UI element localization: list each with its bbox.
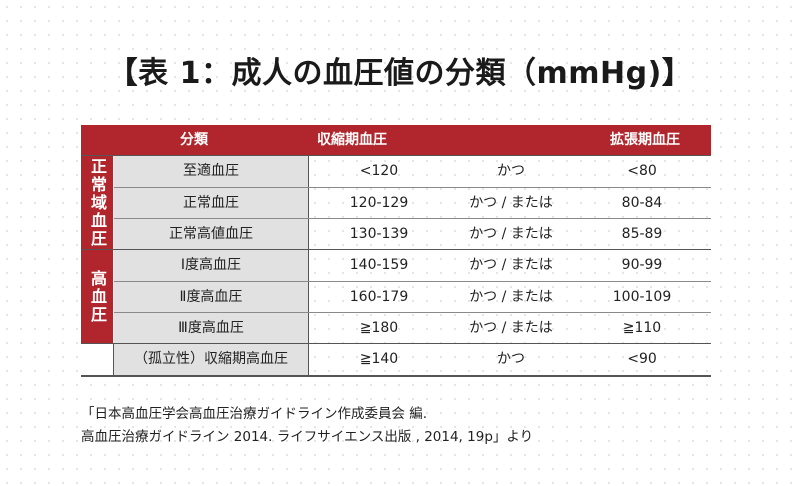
- table-row: Ⅲ度高血圧 ≧180 かつ / または ≧110: [114, 312, 711, 343]
- header-category: 分類: [180, 132, 208, 148]
- table-row: 正常血圧 120-129 かつ / または 80-84: [114, 187, 711, 218]
- diastolic-cell: <80: [627, 163, 657, 179]
- category-cell: 正常高値血圧: [114, 219, 309, 249]
- category-cell: 至適血圧: [114, 156, 309, 187]
- condition-cell: かつ / または: [469, 257, 553, 273]
- source-line-1: 「日本高血圧学会高血圧治療ガイドライン作成委員会 編.: [81, 406, 428, 422]
- condition-cell: かつ / または: [469, 195, 553, 211]
- header-systolic: 収縮期血圧: [317, 132, 387, 148]
- diastolic-cell: 90-99: [621, 257, 663, 273]
- group-hypertension: 高血圧 Ⅰ度高血圧 140-159 かつ / または 90-99 Ⅱ度高血圧 1…: [81, 250, 711, 344]
- page-title: 【表 1：成人の血圧値の分類（mmHg)】: [107, 56, 693, 91]
- category-cell: （孤立性）収縮期高血圧: [114, 344, 309, 375]
- category-cell: 正常血圧: [114, 188, 309, 218]
- diastolic-cell: <90: [627, 351, 657, 367]
- systolic-cell: <120: [359, 163, 399, 179]
- table-row: Ⅱ度高血圧 160-179 かつ / または 100-109: [114, 281, 711, 312]
- condition-cell: かつ: [497, 351, 525, 367]
- group-isolated-systolic: （孤立性）収縮期高血圧 ≧140 かつ <90: [81, 344, 711, 377]
- systolic-cell: 140-159: [349, 257, 409, 273]
- systolic-cell: 120-129: [349, 195, 409, 211]
- table-row: 至適血圧 <120 かつ <80: [114, 156, 711, 187]
- category-cell: Ⅲ度高血圧: [114, 313, 309, 343]
- diastolic-cell: 100-109: [612, 289, 672, 305]
- diastolic-cell: 85-89: [621, 226, 663, 242]
- header-spacer: [481, 125, 579, 155]
- condition-cell: かつ / または: [469, 320, 553, 336]
- source-line-2: 高血圧治療ガイドライン 2014. ライフサイエンス出版 , 2014, 19p…: [81, 429, 534, 445]
- condition-cell: かつ / または: [469, 226, 553, 242]
- header-diastolic: 拡張期血圧: [610, 132, 680, 148]
- diastolic-cell: 80-84: [621, 195, 663, 211]
- table-row: 正常高値血圧 130-139 かつ / または 85-89: [114, 218, 711, 249]
- diastolic-cell: ≧110: [622, 320, 662, 336]
- group-label: 正常域血圧: [81, 156, 114, 249]
- systolic-cell: 130-139: [349, 226, 409, 242]
- table-header: 分類 収縮期血圧 拡張期血圧: [81, 125, 711, 155]
- table-row: Ⅰ度高血圧 140-159 かつ / または 90-99: [114, 250, 711, 281]
- category-cell: Ⅰ度高血圧: [114, 250, 309, 281]
- condition-cell: かつ: [497, 163, 525, 179]
- systolic-cell: 160-179: [349, 289, 409, 305]
- source-citation: 「日本高血圧学会高血圧治療ガイドライン作成委員会 編. 高血圧治療ガイドライン …: [81, 403, 533, 449]
- group-label: [81, 344, 114, 375]
- category-cell: Ⅱ度高血圧: [114, 282, 309, 312]
- systolic-cell: ≧140: [359, 351, 399, 367]
- condition-cell: かつ / または: [469, 289, 553, 305]
- group-normal-range: 正常域血圧 至適血圧 <120 かつ <80 正常血圧 120-129 かつ /…: [81, 155, 711, 250]
- systolic-cell: ≧180: [359, 320, 399, 336]
- bp-classification-table: 分類 収縮期血圧 拡張期血圧 正常域血圧 至適血圧 <120 かつ <80 正常…: [81, 125, 711, 377]
- table-row: （孤立性）収縮期高血圧 ≧140 かつ <90: [114, 344, 711, 375]
- group-label: 高血圧: [81, 250, 114, 343]
